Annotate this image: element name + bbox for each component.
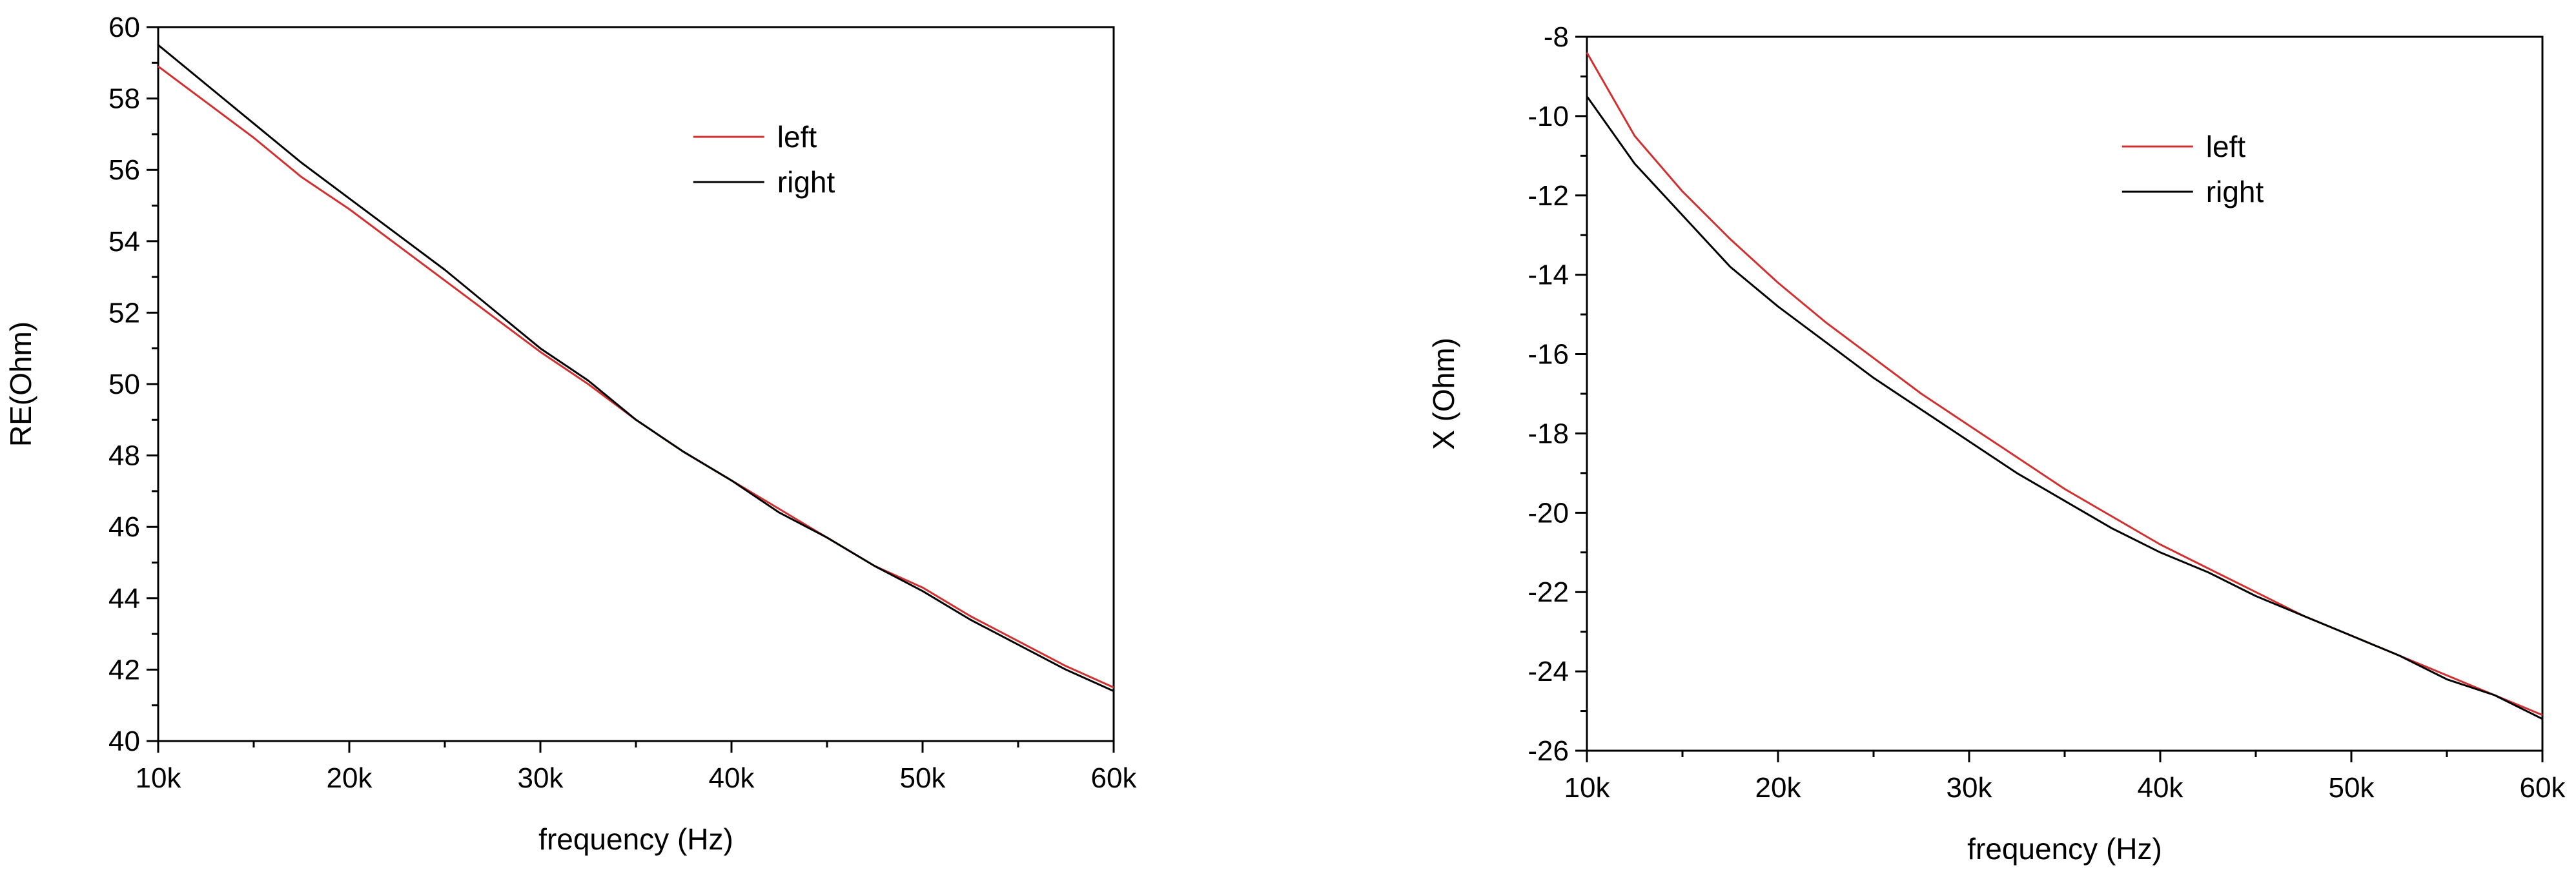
legend-label-left: left (2206, 130, 2246, 163)
x-tick-label: 20k (1755, 772, 1802, 804)
y-tick-label: 56 (108, 154, 140, 186)
x-tick-label: 30k (518, 762, 564, 794)
y-tick-label: 40 (108, 726, 140, 757)
y-tick-label: 50 (108, 369, 140, 400)
legend: left right (2121, 130, 2264, 208)
y-tick-label: -14 (1528, 259, 1569, 291)
y-tick-label: 44 (108, 583, 140, 615)
x-axis-label: frequency (Hz) (538, 822, 733, 856)
chart-1: 10k 20k 30k 40k 50k 60k 40 42 44 46 48 50 52 54 56 58 60… (4, 12, 1137, 856)
series-line-right (1586, 96, 2543, 720)
plot-frame (157, 26, 1115, 742)
x-tick-label: 10k (136, 762, 182, 794)
legend-label-left: left (777, 120, 817, 154)
y-tick-label: 58 (108, 83, 140, 115)
x-tick-label: 60k (2520, 772, 2566, 804)
y-tick-label: 46 (108, 511, 140, 543)
y-tick-label: 54 (108, 226, 140, 258)
legend-label-right: right (2206, 175, 2264, 208)
x-tick-label: 30k (1947, 772, 1993, 804)
y-tick-label: -26 (1528, 735, 1569, 767)
x-axis-label: frequency (Hz) (1967, 832, 2162, 866)
legend-label-right: right (777, 165, 835, 199)
y-tick-label: -16 (1528, 339, 1569, 371)
y-axis-label: X (Ohm) (1427, 338, 1460, 450)
chart-2: 10k 20k 30k 40k 50k 60k -26 -24 -22 -20 -18 -16 -14 -… (1427, 21, 2566, 866)
x-tick-label: 40k (2138, 772, 2184, 804)
y-tick-label: -24 (1528, 656, 1569, 687)
y-tick-label: 52 (108, 297, 140, 329)
series-line-left (1586, 52, 2543, 716)
plot-frame (1586, 36, 2544, 752)
series-line-right (158, 44, 1114, 692)
y-tick-label: -18 (1528, 418, 1569, 449)
y-tick-label: 60 (108, 12, 140, 43)
y-tick-label: -10 (1528, 101, 1569, 132)
x-tick-label: 40k (709, 762, 755, 794)
y-tick-label: -20 (1528, 497, 1569, 529)
y-axis-label: RE(Ohm) (4, 321, 37, 447)
x-tick-label: 20k (327, 762, 373, 794)
x-tick-label: 50k (2329, 772, 2375, 804)
y-tick-label: -8 (1544, 21, 1569, 53)
legend: left right (693, 120, 835, 199)
y-tick-label: 48 (108, 440, 140, 472)
x-tick-label: 50k (900, 762, 946, 794)
y-tick-label: -22 (1528, 576, 1569, 608)
y-tick-label: -12 (1528, 180, 1569, 212)
y-tick-label: 42 (108, 654, 140, 686)
x-tick-label: 60k (1091, 762, 1138, 794)
series-line-left (158, 65, 1114, 689)
x-tick-label: 10k (1564, 772, 1611, 804)
